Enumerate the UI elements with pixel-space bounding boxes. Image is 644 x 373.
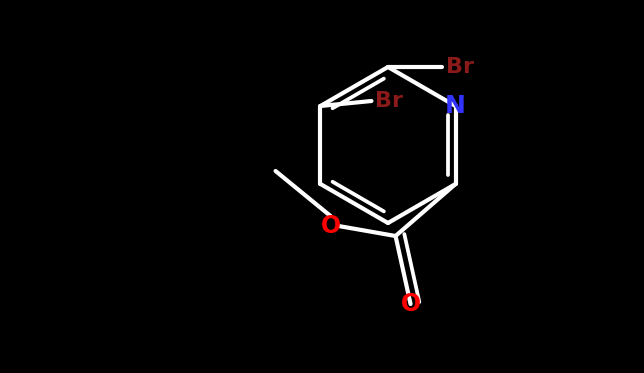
Text: Br: Br xyxy=(446,57,474,77)
Text: O: O xyxy=(401,292,421,316)
Text: O: O xyxy=(321,214,341,238)
Text: N: N xyxy=(445,94,466,118)
Text: Br: Br xyxy=(375,91,403,111)
